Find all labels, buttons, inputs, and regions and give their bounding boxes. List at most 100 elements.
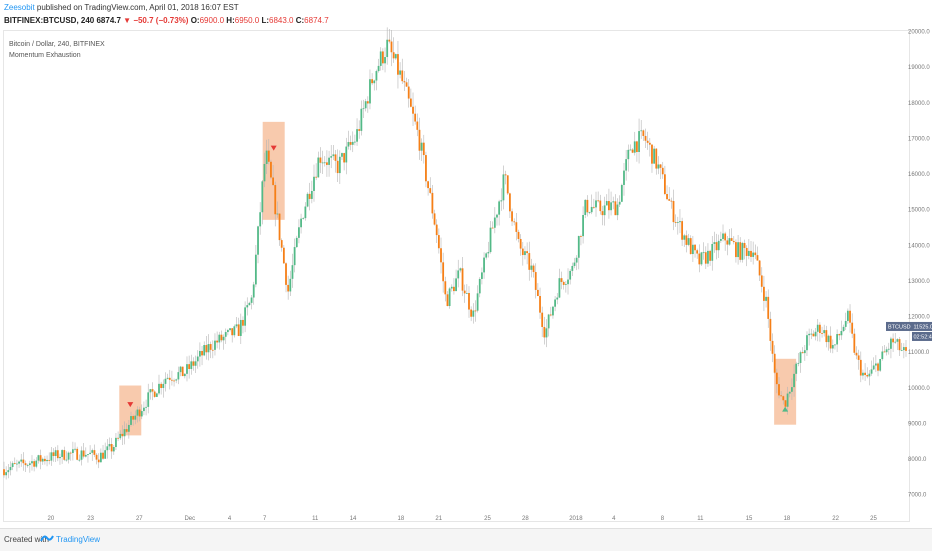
candle-body [307, 194, 309, 207]
candle-body [472, 311, 474, 317]
candle-body [735, 242, 737, 257]
candle-body [214, 341, 216, 350]
candle-body [309, 194, 311, 199]
candle-body [847, 311, 849, 321]
candle-body [559, 278, 561, 297]
candle-body [399, 70, 401, 74]
y-tick-label: 17000.0 [908, 136, 930, 142]
candle-body [804, 350, 806, 353]
candle-body [518, 232, 520, 239]
candle-body [169, 378, 171, 380]
candle-body [468, 293, 470, 310]
candle-body [231, 328, 233, 335]
candle-body [582, 215, 584, 236]
candle-body [817, 325, 819, 332]
candle-body [515, 222, 517, 232]
x-tick-label: 4 [612, 516, 616, 522]
candle-body [879, 359, 881, 371]
candle-body [599, 201, 601, 212]
candle-body [363, 108, 365, 109]
candle-body [507, 175, 509, 193]
candle-body [126, 429, 128, 432]
candle-body [627, 150, 629, 159]
candle-body [593, 207, 595, 208]
candle-body [614, 201, 616, 215]
candle-body [259, 212, 261, 226]
candle-body [221, 335, 223, 341]
candle-body [759, 261, 761, 276]
candle-body [266, 151, 268, 164]
candle-body [434, 213, 436, 224]
candle-body [335, 154, 337, 160]
candle-body [332, 154, 334, 156]
candle-body [808, 334, 810, 335]
candle-body [124, 429, 126, 436]
candle-body [750, 251, 752, 257]
candle-body [500, 200, 502, 201]
candle-body [96, 455, 98, 460]
candle-body [216, 341, 218, 343]
candle-body [662, 168, 664, 174]
candle-body [741, 243, 743, 260]
candle-body [391, 42, 393, 53]
candle-body [526, 251, 528, 253]
tradingview-brand[interactable]: TradingView [56, 535, 100, 544]
candle-body [401, 70, 403, 81]
candle-body [853, 334, 855, 353]
candle-body [158, 384, 160, 394]
candle-body [281, 240, 283, 248]
candle-body [604, 205, 606, 215]
candle-body [352, 142, 354, 145]
candle-body [154, 392, 156, 397]
candle-body [692, 245, 694, 254]
candle-body [849, 311, 851, 323]
y-tick-label: 14000.0 [908, 243, 930, 249]
candle-body [141, 411, 143, 416]
candle-body [197, 357, 199, 362]
candle-body [119, 434, 121, 438]
candle-body [111, 444, 113, 451]
candle-body [3, 469, 5, 475]
candle-body [369, 79, 371, 103]
candle-body [843, 327, 845, 331]
candle-body [300, 219, 302, 228]
candle-body [81, 450, 83, 459]
candle-body [190, 361, 192, 369]
candle-body [414, 114, 416, 122]
signal-highlight-box [263, 122, 285, 220]
candle-body [711, 244, 713, 261]
candle-body [487, 252, 489, 253]
x-tick-label: 28 [522, 516, 529, 522]
candle-body [580, 236, 582, 237]
candle-body [449, 288, 451, 306]
candle-body [462, 268, 464, 290]
candle-body [834, 344, 836, 345]
candle-body [561, 278, 563, 282]
candle-body [304, 207, 306, 219]
candle-body [139, 410, 141, 417]
candle-body [681, 221, 683, 240]
legend-indicator: Momentum Exhaustion [9, 52, 81, 59]
candle-body [268, 151, 270, 162]
candle-body [193, 361, 195, 365]
legend-series: Bitcoin / Dollar, 240, BITFINEX [9, 41, 105, 48]
candle-body [731, 238, 733, 241]
candle-body [16, 464, 18, 465]
candle-body [404, 81, 406, 82]
candle-body [31, 461, 33, 463]
candle-body [733, 241, 735, 242]
candle-body [311, 191, 313, 199]
candle-body [479, 279, 481, 293]
candle-body [115, 438, 117, 447]
candle-body [481, 272, 483, 279]
price-chart[interactable]: 7000.08000.09000.010000.011000.012000.01… [0, 0, 932, 528]
candle-body [128, 425, 130, 432]
candle-body [180, 367, 182, 372]
candle-body [813, 334, 815, 337]
candle-body [66, 460, 68, 461]
candle-body [679, 221, 681, 222]
candle-body [457, 270, 459, 278]
candle-body [261, 181, 263, 212]
candle-body [673, 201, 675, 222]
y-tick-label: 18000.0 [908, 101, 930, 107]
